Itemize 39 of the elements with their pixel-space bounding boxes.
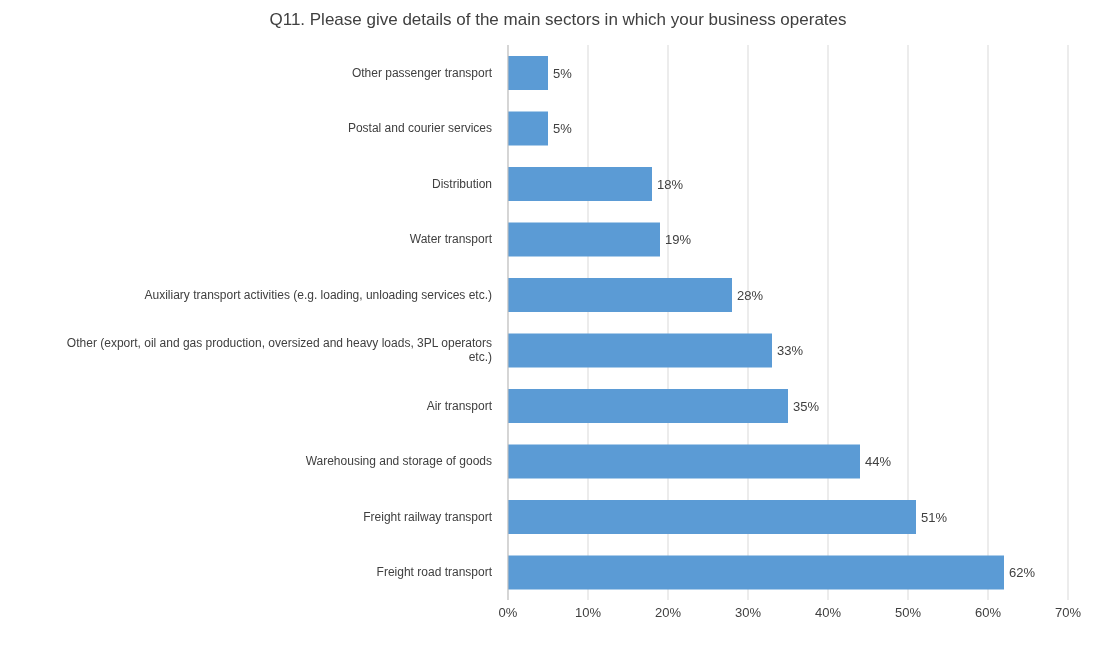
y-tick-label: Distribution xyxy=(431,176,492,191)
bar xyxy=(508,56,548,90)
bar xyxy=(508,278,732,312)
y-tick-label: Postal and courier services xyxy=(347,121,492,136)
x-tick-label: 30% xyxy=(734,605,762,621)
bar xyxy=(508,333,772,368)
data-label: 19% xyxy=(665,232,692,248)
x-tick-label: 50% xyxy=(894,605,922,621)
x-tick-label: 70% xyxy=(1054,605,1082,621)
data-label: 18% xyxy=(657,176,684,192)
data-label: 62% xyxy=(1009,565,1036,581)
y-tick-label: Freight road transport xyxy=(376,565,493,580)
bar xyxy=(508,167,652,201)
y-tick-label: Freight railway transport xyxy=(363,509,493,524)
chart-title: Q11. Please give details of the main sectors in which your business operates xyxy=(268,10,848,30)
x-tick-label: 60% xyxy=(974,605,1002,621)
data-label: 28% xyxy=(737,287,764,303)
data-label: 51% xyxy=(921,509,948,525)
bar xyxy=(508,222,660,257)
y-tick-label: Auxiliary transport activities (e.g. loading, unloading services etc.) xyxy=(144,287,492,302)
x-tick-label: 0% xyxy=(498,605,518,621)
x-tick-label: 40% xyxy=(814,605,842,621)
data-label: 5% xyxy=(553,121,573,137)
x-tick-label: 20% xyxy=(654,605,682,621)
data-label: 35% xyxy=(793,398,820,414)
data-label: 44% xyxy=(865,454,892,470)
y-tick-label: Warehousing and storage of goods xyxy=(305,454,492,469)
data-label: 5% xyxy=(553,65,573,81)
y-tick-label: Other passenger transport xyxy=(351,65,493,80)
data-label: 33% xyxy=(777,343,804,359)
bar xyxy=(508,500,916,534)
bar xyxy=(508,389,788,423)
y-tick-label: Other (export, oil and gas production, oversized and heavy loads, 3PL operators etc.) xyxy=(66,336,492,365)
y-tick-label: Air transport xyxy=(426,398,493,413)
y-tick-label: Water transport xyxy=(409,232,493,247)
bar xyxy=(508,111,548,146)
x-tick-label: 10% xyxy=(574,605,602,621)
bar xyxy=(508,555,1004,590)
bar xyxy=(508,444,860,479)
